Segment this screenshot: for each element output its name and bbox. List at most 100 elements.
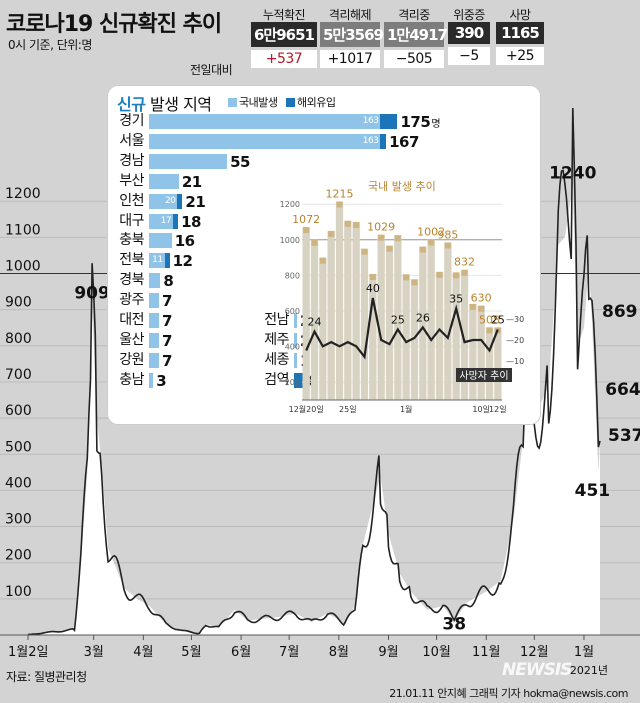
domestic-bar — [149, 153, 228, 169]
peak-label: 664 — [605, 380, 640, 400]
total-value: 55 — [230, 152, 250, 171]
inset-bar-cap — [311, 239, 318, 246]
inset-bar-cap — [411, 279, 418, 286]
prev-day-label: 전일대비 — [190, 63, 233, 77]
inset-bar — [435, 271, 444, 400]
inset-bar-label: 1072 — [292, 213, 320, 226]
stat-change: +537 — [251, 50, 317, 68]
inset-bar — [494, 327, 502, 400]
stat-label: 위중증 — [453, 8, 485, 22]
x-tick-label: 6월 — [231, 645, 251, 660]
y-tick-label: 100 — [5, 584, 32, 600]
y-tick-label: 900 — [5, 295, 32, 311]
stat-label: 누적확진 — [262, 8, 306, 22]
stat-isolated: 격리중 1만4917 −505 — [384, 6, 448, 68]
inset-bar — [377, 234, 385, 400]
domestic-bar — [149, 173, 179, 189]
y-tick-label: 700 — [5, 367, 32, 383]
region-name: 충남 — [119, 371, 144, 388]
inset-y-tick: 400 — [285, 343, 300, 352]
stat-label: 격리해제 — [328, 8, 372, 22]
stat-value: 1만4917 — [384, 22, 448, 47]
death-label: 25 — [391, 314, 405, 327]
total-value: 7 — [161, 351, 172, 370]
domestic-value: 17 — [160, 215, 172, 226]
domestic-bar — [294, 332, 297, 348]
total-value: 21 — [181, 172, 202, 191]
peak-label: 1240 — [549, 164, 596, 184]
inset-bar-label: 1029 — [367, 221, 395, 234]
inset-bar-label: 832 — [454, 256, 475, 269]
inset-y2-tick: —30 — [506, 315, 524, 324]
x-tick-label: 1월2일 — [8, 645, 48, 660]
x-tick-label: 5월 — [181, 645, 201, 660]
region-name: 서울 — [119, 132, 144, 149]
inset-bar — [410, 279, 419, 400]
death-title-bg — [456, 368, 512, 382]
domestic-bar — [149, 352, 159, 368]
stat-cumulative: 누적확진 6만9651 +537 — [251, 6, 317, 68]
domestic-value: 11 — [152, 255, 163, 266]
inset-y-tick: 200 — [285, 378, 300, 387]
peak-label: 451 — [575, 481, 611, 501]
inset-bar-cap — [303, 226, 310, 233]
region-name: 경북 — [119, 272, 144, 289]
inset-bar-cap — [353, 222, 360, 228]
region-name: 제주 — [264, 331, 289, 348]
overseas-bar — [177, 193, 183, 209]
inset-bar — [477, 305, 485, 400]
x-tick-label: 10월 — [422, 645, 451, 660]
inset-y-tick: 1200 — [280, 200, 300, 209]
total-value: 7 — [161, 312, 172, 330]
region-name: 강원 — [119, 351, 144, 368]
death-label: 35 — [449, 293, 463, 306]
inset-x-tick: 12월20일 — [289, 404, 324, 414]
y-tick-label: 1200 — [5, 186, 41, 202]
inset-bar — [302, 226, 310, 400]
inset-bar — [469, 303, 477, 400]
x-tick-label: 12월 — [520, 645, 549, 660]
page-title: 코로나19 신규확진 추이 — [6, 12, 222, 37]
inset-bar — [327, 230, 335, 400]
panel-title: 신규 발생 지역 — [117, 95, 212, 114]
region-name: 인천 — [119, 192, 144, 209]
inset-y2-tick: —10 — [506, 357, 524, 366]
death-label: 40 — [366, 282, 380, 295]
inset-bar-cap — [478, 305, 485, 312]
overseas-bar — [380, 114, 398, 129]
inset-x-tick: 10일 — [472, 405, 490, 414]
total-value: 7 — [161, 331, 172, 350]
domestic-bar — [149, 253, 165, 269]
inset-bar-label: 508 — [479, 313, 500, 326]
death-line — [305, 297, 499, 360]
total-value: 21 — [185, 192, 206, 211]
legend-overseas: 해외유입 — [286, 94, 336, 110]
inset-x-tick: 25일 — [339, 405, 357, 414]
stat-change: −5 — [448, 47, 490, 65]
region-name: 전북 — [119, 252, 144, 269]
total-value: 3 — [156, 371, 167, 390]
inset-bar — [344, 220, 352, 400]
inset-bar-cap — [319, 257, 326, 264]
inset-bar-cap — [486, 327, 493, 334]
x-tick-label: 9월 — [378, 645, 398, 660]
death-label: 25 — [491, 314, 505, 327]
domestic-bar — [149, 233, 172, 249]
total-value: 167 — [389, 132, 419, 151]
series-line — [27, 107, 601, 636]
inset-bar-label: 1002 — [417, 225, 445, 238]
inset-x-tick: 12일 — [489, 405, 507, 414]
domestic-bar — [149, 372, 154, 388]
inset-bar-cap — [428, 239, 435, 246]
inset-bar — [369, 273, 377, 400]
stat-change: +25 — [496, 47, 544, 65]
domestic-value: 163 — [362, 116, 379, 126]
domestic-bar — [149, 114, 381, 129]
region-name: 울산 — [119, 331, 144, 348]
region-name: 대전 — [119, 312, 144, 328]
domestic-bar — [149, 133, 381, 149]
domestic-bar — [294, 352, 297, 368]
death-label: 26 — [416, 311, 430, 324]
region-name: 경남 — [119, 152, 144, 169]
peak-label: 869 — [602, 302, 638, 322]
